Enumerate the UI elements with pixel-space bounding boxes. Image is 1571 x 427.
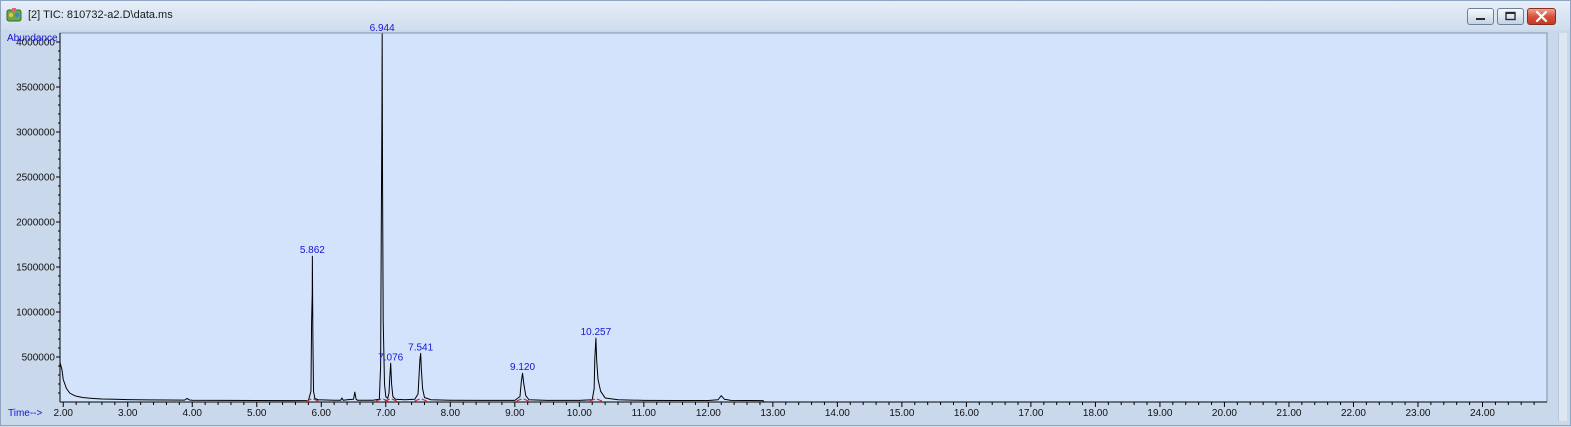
chromatogram-icon bbox=[6, 8, 22, 22]
y-tick-label: 2000000 bbox=[16, 218, 55, 229]
y-axis: 500000 1000000 1500000 2000000 2500000 300000… bbox=[16, 33, 61, 402]
x-tick-label: 16.00 bbox=[954, 408, 979, 419]
window-title: [2] TIC: 810732-a2.D\data.ms bbox=[28, 9, 173, 21]
baseline-marker bbox=[384, 398, 397, 402]
peak-label: 7.541 bbox=[408, 342, 433, 353]
vertical-scrollbar[interactable] bbox=[1558, 33, 1567, 421]
x-tick-label: 6.00 bbox=[312, 408, 332, 419]
baseline-marker bbox=[516, 398, 529, 402]
x-tick-label: 11.00 bbox=[632, 408, 657, 419]
x-tick-label: 2.00 bbox=[53, 408, 73, 419]
x-tick-label: 5.00 bbox=[247, 408, 267, 419]
x-tick-label: 23.00 bbox=[1405, 408, 1430, 419]
peak-label: 7.076 bbox=[378, 352, 403, 363]
baseline-markers bbox=[306, 398, 603, 402]
traces bbox=[59, 33, 1547, 403]
title-bar[interactable]: [2] TIC: 810732-a2.D\data.ms bbox=[1, 1, 1570, 30]
x-tick-label: 14.00 bbox=[825, 408, 850, 419]
x-tick-label: 9.00 bbox=[505, 408, 525, 419]
x-tick-label: 8.00 bbox=[441, 408, 461, 419]
x-tick-label: 4.00 bbox=[183, 408, 203, 419]
peak-label: 6.944 bbox=[370, 23, 395, 34]
x-tick-label: 10.00 bbox=[567, 408, 592, 419]
y-tick-label: 1000000 bbox=[16, 308, 55, 319]
minimize-icon bbox=[1476, 18, 1485, 20]
y-tick-label: 500000 bbox=[22, 353, 56, 364]
x-tick-label: 21.00 bbox=[1276, 408, 1301, 419]
y-tick-label: 1500000 bbox=[16, 263, 55, 274]
minimize-button[interactable] bbox=[1467, 8, 1494, 25]
y-tick-label: 4000000 bbox=[16, 38, 55, 49]
tic-trace bbox=[59, 33, 1547, 403]
peak-label: 9.120 bbox=[510, 362, 535, 373]
peak-labels: 5.862 6.944 7.076 7.541 9.120 10.257 bbox=[300, 23, 612, 373]
maximize-icon bbox=[1505, 11, 1516, 21]
maximize-button[interactable] bbox=[1497, 8, 1524, 25]
y-axis-label: Abundance bbox=[7, 33, 58, 44]
x-tick-label: 13.00 bbox=[760, 408, 785, 419]
x-tick-label: 12.00 bbox=[696, 408, 721, 419]
x-tick-label: 15.00 bbox=[889, 408, 914, 419]
plot-area bbox=[59, 32, 1548, 403]
close-button[interactable] bbox=[1527, 8, 1556, 25]
x-tick-label: 18.00 bbox=[1083, 408, 1108, 419]
x-tick-label: 20.00 bbox=[1212, 408, 1237, 419]
x-tick-label: 24.00 bbox=[1470, 408, 1495, 419]
peak-label: 10.257 bbox=[581, 327, 612, 338]
x-tick-label: 7.00 bbox=[376, 408, 396, 419]
y-tick-label: 3000000 bbox=[16, 128, 55, 139]
x-tick-label: 17.00 bbox=[1018, 408, 1043, 419]
baseline-marker bbox=[306, 398, 319, 402]
close-icon bbox=[1535, 10, 1548, 23]
baseline-marker bbox=[375, 398, 389, 402]
x-tick-label: 22.00 bbox=[1341, 408, 1366, 419]
x-axis-label: Time--> bbox=[8, 408, 43, 419]
x-tick-label: 19.00 bbox=[1147, 408, 1172, 419]
peak-label: 5.862 bbox=[300, 245, 325, 256]
y-tick-label: 3500000 bbox=[16, 83, 55, 94]
baseline-marker bbox=[414, 398, 427, 402]
x-axis: 2.00 3.00 4.00 5.00 6.00 7.00 8.00 9.00 10.00 11.… bbox=[53, 401, 1547, 419]
x-tick-label: 3.00 bbox=[118, 408, 138, 419]
baseline-marker bbox=[589, 398, 603, 402]
y-tick-label: 2500000 bbox=[16, 173, 55, 184]
